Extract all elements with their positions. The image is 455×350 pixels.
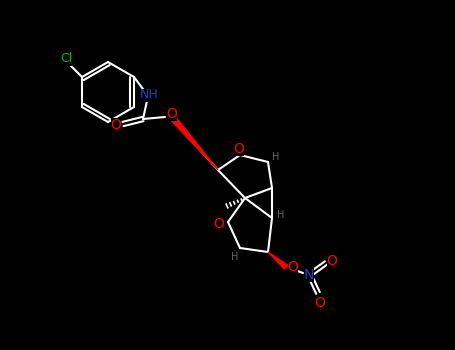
Text: O: O [167, 107, 177, 121]
Text: Cl: Cl [60, 52, 72, 65]
Text: NH: NH [140, 89, 158, 101]
Text: O: O [327, 254, 338, 268]
Text: O: O [111, 118, 121, 132]
Text: N: N [304, 268, 314, 282]
Polygon shape [268, 252, 288, 269]
Text: O: O [288, 260, 298, 274]
Text: H: H [277, 210, 285, 220]
Polygon shape [170, 115, 218, 170]
Text: H: H [272, 152, 280, 162]
Text: O: O [213, 217, 224, 231]
Text: O: O [314, 296, 325, 310]
Text: O: O [233, 142, 244, 156]
Text: H: H [231, 252, 239, 262]
